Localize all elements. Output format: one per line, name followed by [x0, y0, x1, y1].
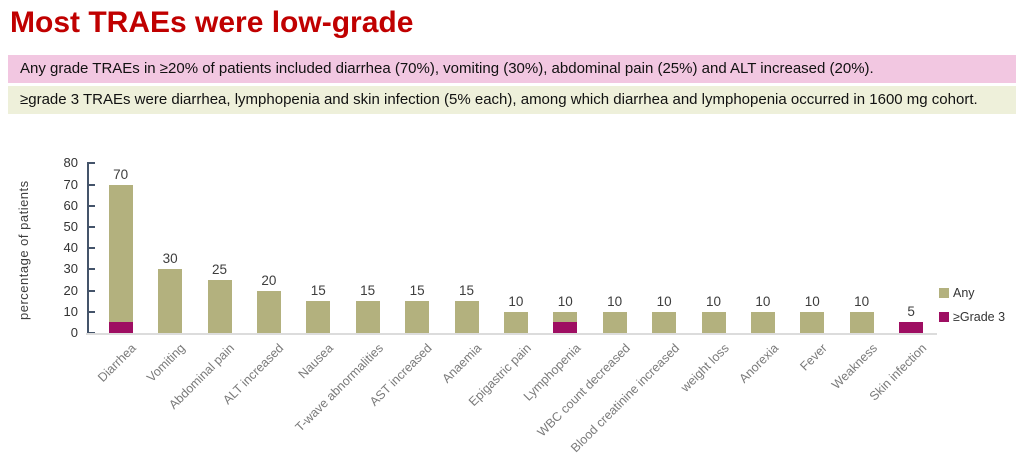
x-axis-category-label: Anorexia [736, 341, 781, 386]
bar-value-label: 5 [907, 304, 915, 320]
y-axis-tick-label: 10 [63, 303, 78, 319]
bar-any-segment [602, 311, 627, 333]
bar-any-segment [849, 311, 874, 333]
bar-grade3-segment [553, 322, 578, 333]
bar-value-label: 25 [211, 262, 228, 277]
y-axis-tick-label: 80 [63, 155, 78, 171]
bar-grade3-segment [899, 322, 924, 333]
slide-title: Most TRAEs were low-grade [10, 6, 414, 39]
x-axis-category-label: Diarrhea [94, 341, 139, 385]
bar-grade3-segment [108, 322, 133, 333]
bar-any-segment [355, 301, 380, 333]
legend-label-grade3: ≥Grade 3 [953, 310, 1006, 324]
bar-any-segment [652, 311, 677, 333]
legend-label-any: Any [953, 286, 975, 300]
bar-value-label: 15 [360, 283, 376, 299]
x-axis-category-label: weight loss [677, 341, 732, 395]
y-axis-tick [89, 247, 95, 250]
bar-value-label: 10 [557, 293, 573, 309]
bar-value-label: 10 [804, 293, 820, 309]
bar-any-segment [553, 311, 578, 323]
bar-value-label: 10 [508, 293, 524, 309]
x-axis-baseline [86, 333, 937, 335]
bar-value-label: 20 [261, 272, 277, 288]
bar-value-label: 15 [458, 283, 475, 299]
y-axis-tick [89, 204, 95, 207]
bar-value-label: 10 [705, 293, 722, 309]
bar-value-label: 10 [607, 293, 623, 309]
y-axis-tick [89, 289, 95, 292]
x-axis-category-label: WBC count decreased [534, 341, 633, 440]
y-axis-tick-label: 30 [63, 261, 78, 277]
legend-swatch-grade3-icon [939, 312, 949, 322]
summary-box-grade3: ≥grade 3 TRAEs were diarrhea, lymphopeni… [8, 86, 1016, 114]
y-axis-tick-label: 40 [63, 240, 78, 256]
bar-any-segment [750, 311, 775, 333]
y-axis-tick [89, 162, 95, 165]
x-axis-category-label: T-wave abnormalities [292, 341, 386, 435]
bar-any-segment [405, 301, 430, 333]
bar-value-label: 15 [409, 283, 425, 299]
bar-any-segment [701, 311, 726, 333]
y-axis-tick-label: 0 [70, 325, 78, 340]
bar-value-label: 10 [656, 293, 672, 309]
plot-area: 0 10 20 30 40 50 60 70 80 70 Diarrhea 30 Vomiting 25 A… [0, 140, 1024, 467]
bar-value-label: 15 [310, 283, 326, 299]
x-axis-category-label: Fever [797, 341, 831, 374]
bar-value-label: 10 [755, 293, 771, 309]
bar-value-label: 30 [162, 251, 178, 267]
bar-chart: percentage of patients 0 10 20 30 40 50 60 70 80… [0, 140, 1024, 467]
y-axis-tick [89, 310, 95, 313]
y-axis-tick-label: 60 [63, 197, 78, 213]
x-axis-category-label: Weakness [828, 341, 880, 393]
legend-item-any: Any [939, 286, 1005, 300]
legend-swatch-any-icon [939, 288, 949, 298]
bar-any-segment [306, 301, 331, 333]
y-axis-tick [89, 183, 95, 186]
y-axis-tick-label: 20 [63, 282, 78, 298]
x-axis-category-label: Nausea [295, 341, 337, 382]
summary-box-any-grade: Any grade TRAEs in ≥20% of patients incl… [8, 55, 1016, 83]
y-axis-tick-label: 70 [63, 176, 78, 192]
x-axis-category-label: Anaemia [439, 341, 485, 386]
y-axis-tick-label: 50 [63, 219, 78, 234]
bar-any-segment [800, 311, 825, 333]
bar-any-segment [108, 184, 133, 323]
legend-item-grade3: ≥Grade 3 [939, 310, 1005, 324]
bar-any-segment [158, 269, 183, 333]
bar-value-label: 70 [113, 166, 129, 182]
bar-any-segment [256, 290, 281, 333]
y-axis-tick [89, 226, 95, 228]
y-axis-tick [89, 268, 95, 271]
bar-any-segment [503, 311, 528, 333]
bar-any-segment [207, 280, 232, 333]
legend: Any ≥Grade 3 [939, 286, 1005, 334]
bar-any-segment [454, 301, 479, 333]
x-axis-category-label: Vomiting [144, 341, 189, 385]
bar-value-label: 10 [854, 293, 870, 309]
y-axis-line [87, 162, 89, 334]
